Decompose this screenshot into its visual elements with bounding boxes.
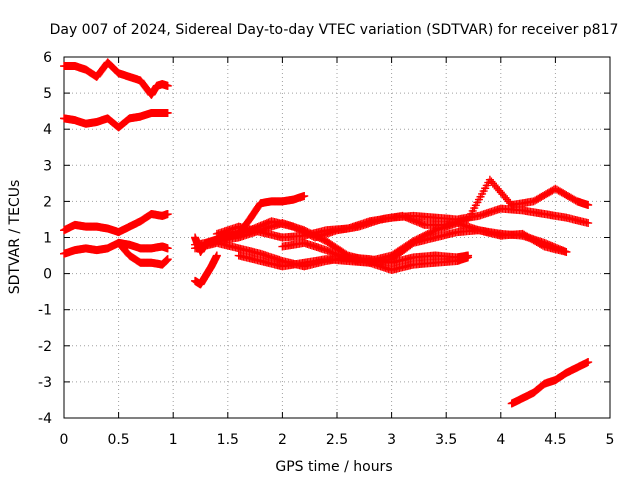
- data-point: [163, 210, 172, 219]
- x-axis-label: GPS time / hours: [275, 459, 392, 475]
- data-point: [584, 358, 593, 367]
- data-series-arc-2: [60, 108, 172, 132]
- x-tick-label: 3.5: [435, 432, 457, 448]
- y-tick-label: 0: [43, 267, 52, 283]
- chart-title: Day 007 of 2024, Sidereal Day-to-day VTE…: [50, 22, 619, 38]
- data-point: [212, 251, 221, 260]
- data-series-arc-4: [60, 238, 172, 258]
- x-tick-label: 1: [169, 432, 178, 448]
- x-tick-label: 0: [60, 432, 69, 448]
- data-point: [464, 253, 473, 262]
- y-tick-label: 6: [43, 50, 52, 66]
- data-point: [163, 81, 172, 90]
- y-tick-label: -2: [38, 339, 52, 355]
- data-marks: [60, 58, 593, 408]
- x-tick-label: 1.5: [217, 432, 239, 448]
- x-tick-label: 2.5: [326, 432, 348, 448]
- x-tick-label: 0.5: [107, 432, 129, 448]
- y-tick-label: -3: [38, 375, 52, 391]
- y-tick-label: 4: [43, 122, 52, 138]
- data-series-arc-5: [114, 238, 172, 269]
- data-series-arc-13: [278, 238, 473, 274]
- data-series-arc-12: [201, 175, 593, 249]
- data-point: [562, 247, 571, 256]
- grid: [64, 57, 610, 418]
- data-point: [584, 201, 593, 210]
- y-tick-label: -1: [38, 303, 52, 319]
- data-series-arc-14: [507, 358, 593, 408]
- y-tick-label: 2: [43, 194, 52, 210]
- y-axis-label: SDTVAR / TECUs: [7, 180, 23, 295]
- axis-ticks: 0 0.5 1 1.5 2 2.5 3 3.5 4 4.5 5 -4 -3 -2 -1 0 1 2 3 4 5 6: [38, 50, 614, 448]
- y-tick-label: 3: [43, 158, 52, 174]
- data-series-arc-1: [60, 58, 172, 99]
- data-series-arc-3: [60, 210, 172, 237]
- y-tick-label: 5: [43, 86, 52, 102]
- data-point: [163, 255, 172, 264]
- data-point: [584, 219, 593, 228]
- data-point: [163, 244, 172, 253]
- x-tick-label: 2: [278, 432, 287, 448]
- x-tick-label: 4.5: [544, 432, 566, 448]
- x-tick-label: 4: [496, 432, 505, 448]
- x-tick-label: 5: [606, 432, 615, 448]
- data-point: [300, 191, 309, 200]
- x-tick-label: 3: [387, 432, 396, 448]
- y-tick-label: -4: [38, 411, 52, 427]
- data-point: [163, 108, 172, 117]
- y-tick-label: 1: [43, 231, 52, 247]
- data-series-arc-7: [191, 251, 221, 289]
